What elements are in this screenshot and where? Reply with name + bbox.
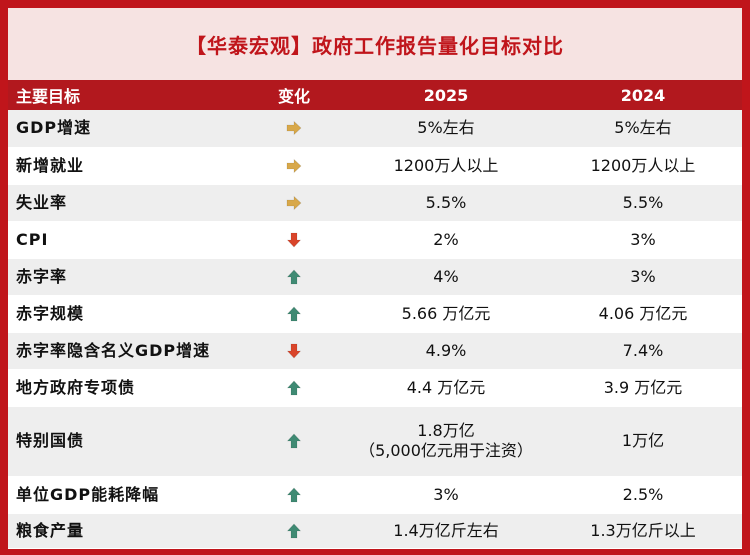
change-cell (240, 406, 348, 477)
change-cell (240, 513, 348, 549)
arrow-up-icon (240, 380, 348, 396)
arrow-up-icon (240, 523, 348, 539)
arrow-down-icon (240, 343, 348, 359)
row-target: 赤字率 (8, 258, 240, 296)
value-2025: 4.9% (348, 332, 544, 370)
table-row: 赤字率 4% 3% (8, 258, 742, 296)
arrow-up-icon (240, 269, 348, 285)
value-2025: 4% (348, 258, 544, 296)
value-2025: 5%左右 (348, 110, 544, 148)
arrow-up-icon (240, 433, 348, 449)
table-row: CPI 2% 3% (8, 221, 742, 259)
arrow-right-icon (240, 195, 348, 211)
value-2024: 1.3万亿斤以上 (544, 513, 742, 549)
row-target: 单位GDP能耗降幅 (8, 476, 240, 514)
table-row: 失业率 5.5% 5.5% (8, 184, 742, 222)
arrow-right-icon (240, 158, 348, 174)
change-cell (240, 476, 348, 514)
value-2024: 1万亿 (544, 406, 742, 477)
value-2025: 1.4万亿斤左右 (348, 513, 544, 549)
value-2024: 2.5% (544, 476, 742, 514)
arrow-up-icon (240, 306, 348, 322)
value-2025-note: （5,000亿元用于注资） (359, 441, 533, 460)
value-2024: 3% (544, 221, 742, 259)
value-2024: 5%左右 (544, 110, 742, 148)
arrow-down-icon (240, 232, 348, 248)
header-target: 主要目标 (16, 87, 81, 106)
row-target: 地方政府专项债 (8, 369, 240, 407)
value-2024: 1200万人以上 (544, 147, 742, 185)
value-2024: 5.5% (544, 184, 742, 222)
change-cell (240, 147, 348, 185)
page-title: 【华泰宏观】政府工作报告量化目标对比 (8, 8, 742, 80)
header-change: 变化 (277, 87, 310, 106)
table-row: 特别国债 1.8万亿 （5,000亿元用于注资） 1万亿 (8, 406, 742, 477)
change-cell (240, 369, 348, 407)
table-row: GDP增速 5%左右 5%左右 (8, 110, 742, 148)
table-row: 粮食产量 1.4万亿斤左右 1.3万亿斤以上 (8, 513, 742, 549)
change-cell (240, 332, 348, 370)
row-target: 新增就业 (8, 147, 240, 185)
report-frame: 【华泰宏观】政府工作报告量化目标对比 主要目标 变化 2025 2024 GDP… (8, 8, 742, 549)
change-cell (240, 258, 348, 296)
arrow-up-icon (240, 487, 348, 503)
table-row: 新增就业 1200万人以上 1200万人以上 (8, 147, 742, 185)
row-target: 失业率 (8, 184, 240, 222)
value-2025: 1.8万亿 （5,000亿元用于注资） (348, 406, 544, 477)
value-2025: 3% (348, 476, 544, 514)
value-2025: 1200万人以上 (348, 147, 544, 185)
value-2024: 3% (544, 258, 742, 296)
header-2024: 2024 (620, 85, 666, 105)
row-target: GDP增速 (8, 110, 240, 148)
value-2024: 7.4% (544, 332, 742, 370)
value-2025: 5.5% (348, 184, 544, 222)
table-header-row: 主要目标 变化 2025 2024 (8, 80, 742, 110)
arrow-right-icon (240, 120, 348, 136)
row-target: 粮食产量 (8, 513, 240, 549)
row-target: CPI (8, 221, 240, 259)
table-row: 地方政府专项债 4.4 万亿元 3.9 万亿元 (8, 369, 742, 407)
table-row: 赤字规模 5.66 万亿元 4.06 万亿元 (8, 295, 742, 333)
header-2025: 2025 (423, 85, 469, 105)
change-cell (240, 110, 348, 148)
change-cell (240, 295, 348, 333)
value-2025: 2% (348, 221, 544, 259)
change-cell (240, 221, 348, 259)
target-comparison-table: 主要目标 变化 2025 2024 GDP增速 5%左右 5%左右 新增就业 1… (8, 80, 742, 549)
value-2025-main: 1.8万亿 (417, 421, 475, 440)
value-2024: 3.9 万亿元 (544, 369, 742, 407)
value-2025: 4.4 万亿元 (348, 369, 544, 407)
value-2024: 4.06 万亿元 (544, 295, 742, 333)
row-target: 赤字率隐含名义GDP增速 (8, 332, 240, 370)
table-row: 赤字率隐含名义GDP增速 4.9% 7.4% (8, 332, 742, 370)
table-row: 单位GDP能耗降幅 3% 2.5% (8, 476, 742, 514)
change-cell (240, 184, 348, 222)
row-target: 特别国债 (8, 406, 240, 477)
row-target: 赤字规模 (8, 295, 240, 333)
value-2025: 5.66 万亿元 (348, 295, 544, 333)
